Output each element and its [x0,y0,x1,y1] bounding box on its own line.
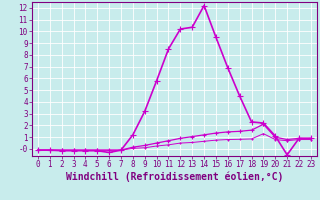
X-axis label: Windchill (Refroidissement éolien,°C): Windchill (Refroidissement éolien,°C) [66,172,283,182]
